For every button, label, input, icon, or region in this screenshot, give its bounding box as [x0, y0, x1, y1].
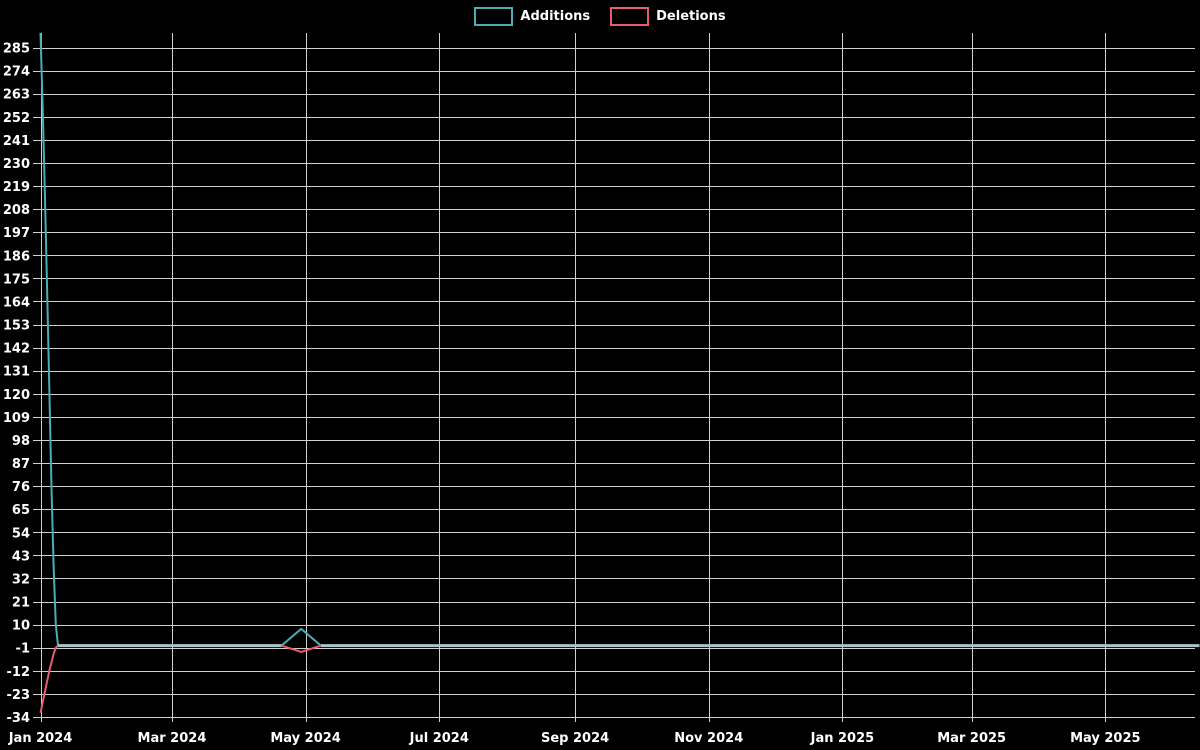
y-tick-label: 10 — [12, 619, 30, 634]
y-tick-label: 175 — [3, 272, 30, 287]
y-tick-label: 219 — [3, 180, 30, 195]
x-tick-label: Mar 2024 — [138, 731, 207, 746]
additions-swatch — [474, 7, 514, 26]
y-tick-label: 285 — [3, 42, 30, 57]
y-tick-label: 65 — [12, 503, 30, 518]
x-tick-label: Sep 2024 — [541, 731, 609, 746]
x-tick-label: Jan 2024 — [8, 731, 73, 746]
y-tick-label: 263 — [3, 88, 30, 103]
deletions-line[interactable] — [39, 644, 1200, 714]
y-tick-label: 230 — [3, 157, 30, 172]
x-axis-labels: Jan 2024 Mar 2024 May 2024 Jul 2024 Sep 2024… — [8, 731, 1141, 746]
y-tick-label: -34 — [7, 711, 31, 726]
additions-line[interactable] — [39, 32, 1200, 647]
y-tick-label: 164 — [3, 295, 30, 310]
y-axis-labels: 285 274 263 252 241 230 219 208 197 186 175 164 153 1… — [3, 42, 30, 726]
y-tick-label: 87 — [12, 457, 30, 472]
x-tick-label: Mar 2025 — [937, 731, 1006, 746]
y-tick-label: 54 — [12, 526, 30, 541]
y-tick-label: 32 — [12, 572, 30, 587]
y-tick-label: 186 — [3, 249, 30, 264]
y-tick-label: 274 — [3, 65, 30, 80]
x-tick-label: May 2025 — [1070, 731, 1141, 746]
y-tick-label: 109 — [3, 411, 30, 426]
y-tick-label: 76 — [12, 480, 30, 495]
deletions-swatch — [610, 7, 650, 26]
legend-label-deletions: Deletions — [656, 9, 726, 24]
y-tick-label: 120 — [3, 388, 30, 403]
y-tick-label: 252 — [3, 111, 30, 126]
y-tick-label: 197 — [3, 226, 30, 241]
legend-item-additions[interactable]: Additions — [474, 7, 590, 26]
y-tick-label: 98 — [12, 434, 30, 449]
y-tick-label: 241 — [3, 134, 30, 149]
y-tick-label: 142 — [3, 342, 30, 357]
x-tick-label: May 2024 — [270, 731, 341, 746]
y-tick-label: 21 — [12, 596, 30, 611]
x-tick-label: Jul 2024 — [409, 731, 469, 746]
x-tick-label: Jan 2025 — [810, 731, 875, 746]
x-tick-label: Nov 2024 — [674, 731, 743, 746]
y-tick-label: 153 — [3, 319, 30, 334]
y-tick-label: -1 — [16, 642, 30, 657]
y-tick-label: 131 — [3, 365, 30, 380]
y-tick-label: 208 — [3, 203, 30, 218]
legend-item-deletions[interactable]: Deletions — [610, 7, 726, 26]
y-tick-label: -23 — [7, 688, 31, 703]
gridlines — [33, 33, 1195, 722]
y-tick-label: -12 — [7, 665, 31, 680]
legend: Additions Deletions — [0, 7, 1200, 26]
legend-label-additions: Additions — [520, 9, 591, 24]
y-tick-label: 43 — [12, 549, 30, 564]
